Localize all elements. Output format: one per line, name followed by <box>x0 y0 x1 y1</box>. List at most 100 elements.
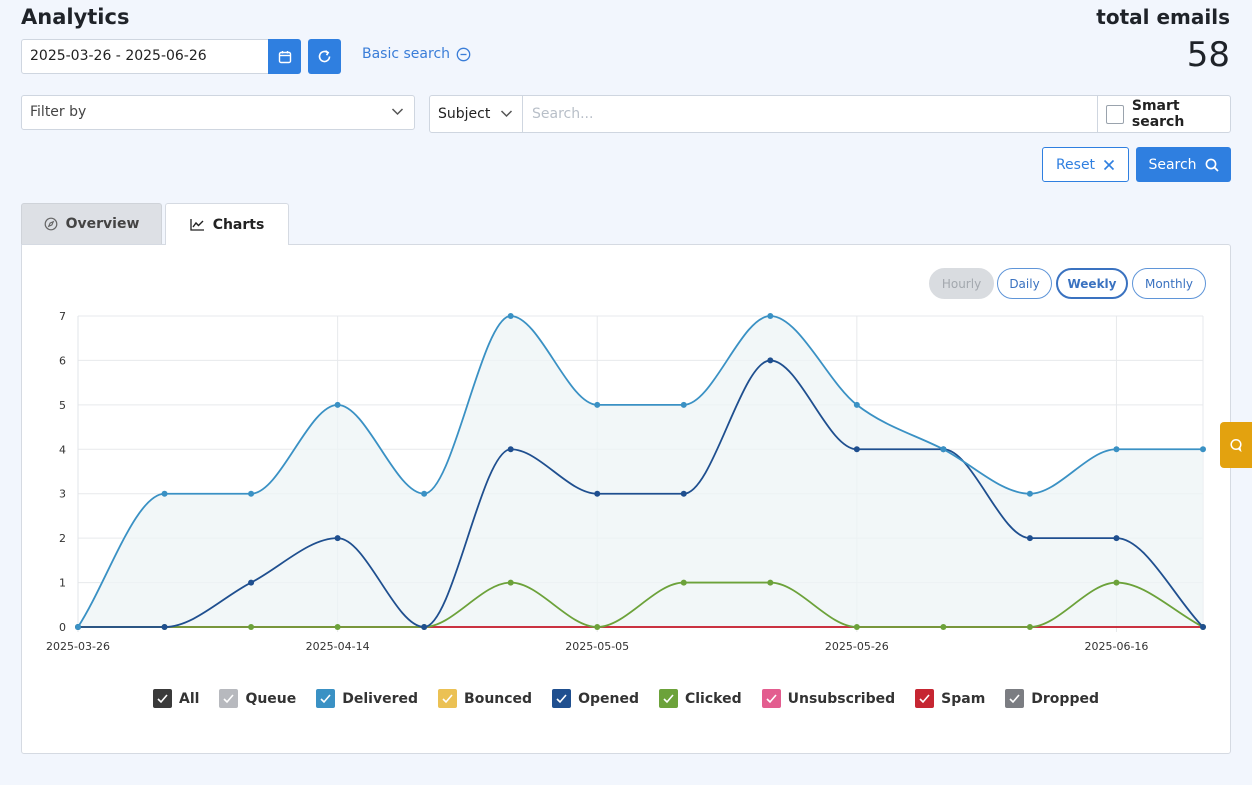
legend-item-opened[interactable]: Opened <box>552 689 639 708</box>
data-point-opened <box>248 579 255 586</box>
smart-search-toggle[interactable]: Smart search <box>1097 96 1230 132</box>
filter-by-placeholder: Filter by <box>30 104 87 120</box>
data-point-delivered <box>680 401 687 408</box>
close-icon <box>1103 159 1115 170</box>
y-tick-label: 1 <box>59 577 66 590</box>
data-point-delivered <box>161 490 168 497</box>
check-icon[interactable] <box>658 689 678 708</box>
legend-item-dropped[interactable]: Dropped <box>1005 689 1099 708</box>
smart-search-label: Smart search <box>1131 98 1185 130</box>
data-point-delivered <box>1200 446 1206 453</box>
data-point-opened <box>680 490 687 497</box>
basic-search-toggle[interactable]: Basic search <box>362 46 471 62</box>
series-line-opened <box>78 359 1204 628</box>
data-point-clicked <box>1026 624 1033 630</box>
search-field-value: Subject <box>438 106 491 122</box>
data-point-delivered <box>940 446 947 453</box>
search-input[interactable] <box>524 96 1097 132</box>
data-point-clicked <box>248 624 255 630</box>
legend-label: Queue <box>245 690 297 707</box>
granularity-weekly[interactable]: Weekly <box>1056 268 1128 299</box>
check-icon[interactable] <box>1005 689 1025 708</box>
legend-item-unsubscribed[interactable]: Unsubscribed <box>761 689 895 708</box>
check-icon[interactable] <box>438 689 458 708</box>
calendar-icon <box>278 50 291 63</box>
granularity-monthly[interactable]: Monthly <box>1132 268 1206 299</box>
data-point-clicked <box>940 624 947 630</box>
granularity-hourly[interactable]: Hourly <box>929 268 994 299</box>
legend-label: All <box>179 690 200 707</box>
data-point-opened <box>161 624 168 630</box>
data-point-clicked <box>767 579 774 586</box>
line-chart-icon <box>190 219 204 231</box>
legend-label: Dropped <box>1031 690 1099 707</box>
y-tick-label: 5 <box>59 399 66 412</box>
reset-label: Reset <box>1055 156 1096 173</box>
check-icon[interactable] <box>219 689 239 708</box>
granularity-daily[interactable]: Daily <box>997 268 1052 299</box>
search-button[interactable]: Search <box>1136 147 1231 182</box>
calendar-button[interactable] <box>268 39 301 74</box>
data-point-delivered <box>853 401 860 408</box>
data-point-opened <box>507 446 514 453</box>
check-icon[interactable] <box>316 689 336 708</box>
data-point-delivered <box>1026 490 1033 497</box>
basic-search-label: Basic search <box>362 46 451 62</box>
legend-label: Spam <box>941 690 986 707</box>
data-point-clicked <box>507 579 514 586</box>
x-tick-label: 2025-05-26 <box>825 640 889 653</box>
data-point-clicked <box>334 624 341 630</box>
data-point-delivered <box>507 313 514 319</box>
search-group: Subject Smart search <box>429 95 1231 133</box>
refresh-button[interactable] <box>308 39 341 74</box>
data-point-delivered <box>334 401 341 408</box>
emails-line-chart: 0 1 2 3 4 5 6 7 2025-03-26 2025-04-14 2025-05-05 20… <box>46 310 1206 653</box>
legend-item-queue[interactable]: Queue <box>219 689 296 708</box>
y-tick-label: 2 <box>59 532 66 545</box>
check-icon[interactable] <box>153 689 172 708</box>
y-tick-label: 4 <box>59 443 66 456</box>
total-emails-label: total emails <box>1096 5 1230 29</box>
data-point-delivered <box>421 490 428 497</box>
compass-icon <box>44 217 58 231</box>
date-range-input[interactable]: 2025-03-26 - 2025-06-26 <box>21 39 269 74</box>
search-icon <box>1205 158 1219 172</box>
data-point-clicked <box>594 624 601 630</box>
data-point-delivered <box>75 624 81 630</box>
feedback-tab[interactable] <box>1220 422 1252 468</box>
x-tick-label: 2025-05-05 <box>565 640 629 653</box>
legend-item-bounced[interactable]: Bounced <box>438 689 532 708</box>
filter-by-select[interactable]: Filter by <box>21 95 415 130</box>
legend-label: Delivered <box>342 690 419 707</box>
tab-charts[interactable]: Charts <box>165 203 289 245</box>
data-point-opened <box>334 535 341 542</box>
x-tick-label: 2025-06-16 <box>1084 640 1148 653</box>
data-point-opened <box>1200 624 1206 630</box>
series-area-delivered <box>78 316 1203 627</box>
legend-item-clicked[interactable]: Clicked <box>658 689 742 708</box>
data-point-delivered <box>1113 446 1120 453</box>
smart-search-checkbox[interactable] <box>1106 104 1124 124</box>
legend-label: Bounced <box>464 690 533 707</box>
search-label: Search <box>1148 156 1197 173</box>
data-point-clicked <box>1113 579 1120 586</box>
data-point-delivered <box>594 401 601 408</box>
legend-label: Clicked <box>684 690 742 707</box>
data-point-opened <box>853 446 860 453</box>
chat-icon <box>1230 438 1242 452</box>
y-tick-label: 7 <box>59 310 66 323</box>
search-field-select[interactable]: Subject <box>430 96 523 132</box>
legend-item-delivered[interactable]: Delivered <box>316 689 418 708</box>
y-tick-label: 6 <box>59 354 66 367</box>
y-tick-label: 0 <box>59 621 66 634</box>
tab-overview[interactable]: Overview <box>21 203 162 244</box>
chevron-down-icon <box>500 110 513 118</box>
reset-button[interactable]: Reset <box>1042 147 1129 182</box>
check-icon[interactable] <box>915 689 935 708</box>
check-icon[interactable] <box>552 689 572 708</box>
legend-item-spam[interactable]: Spam <box>915 689 985 708</box>
check-icon[interactable] <box>761 689 781 708</box>
data-point-delivered <box>767 313 774 319</box>
legend-item-all[interactable]: All <box>153 689 199 708</box>
data-point-opened <box>594 490 601 497</box>
